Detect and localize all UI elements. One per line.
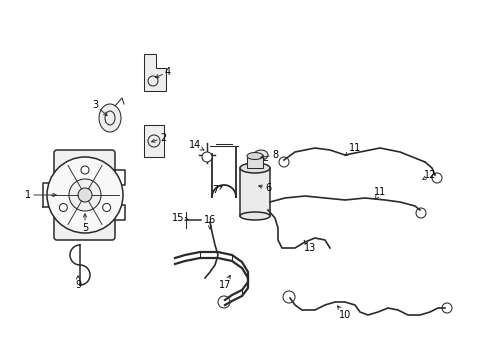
Ellipse shape [99,104,121,132]
Text: 7: 7 [211,185,222,195]
Circle shape [202,152,212,162]
Circle shape [69,179,101,211]
Text: 14: 14 [188,140,203,150]
Ellipse shape [240,212,269,220]
Text: 16: 16 [203,215,216,229]
Text: 3: 3 [92,100,107,116]
Text: 11: 11 [373,187,386,199]
Ellipse shape [246,153,263,159]
Text: 13: 13 [303,241,315,253]
Circle shape [78,188,92,202]
Text: 17: 17 [218,275,231,290]
Circle shape [47,157,123,233]
Bar [240,168,269,216]
Text: 1: 1 [25,190,56,200]
Text: 15: 15 [171,213,188,223]
Polygon shape [143,125,163,157]
Circle shape [102,203,110,211]
Text: 10: 10 [337,306,350,320]
Bar [246,156,263,168]
FancyBboxPatch shape [54,150,115,240]
Text: 12: 12 [422,170,435,180]
Ellipse shape [240,163,269,173]
Circle shape [81,166,89,174]
Text: 2: 2 [151,133,166,143]
Ellipse shape [253,150,267,160]
Polygon shape [143,54,165,91]
Text: 4: 4 [155,67,171,78]
Text: 6: 6 [258,183,270,193]
Text: 5: 5 [81,214,88,233]
Text: 9: 9 [75,276,81,290]
Text: 8: 8 [260,150,278,160]
Text: 11: 11 [345,143,360,156]
Circle shape [59,203,67,211]
